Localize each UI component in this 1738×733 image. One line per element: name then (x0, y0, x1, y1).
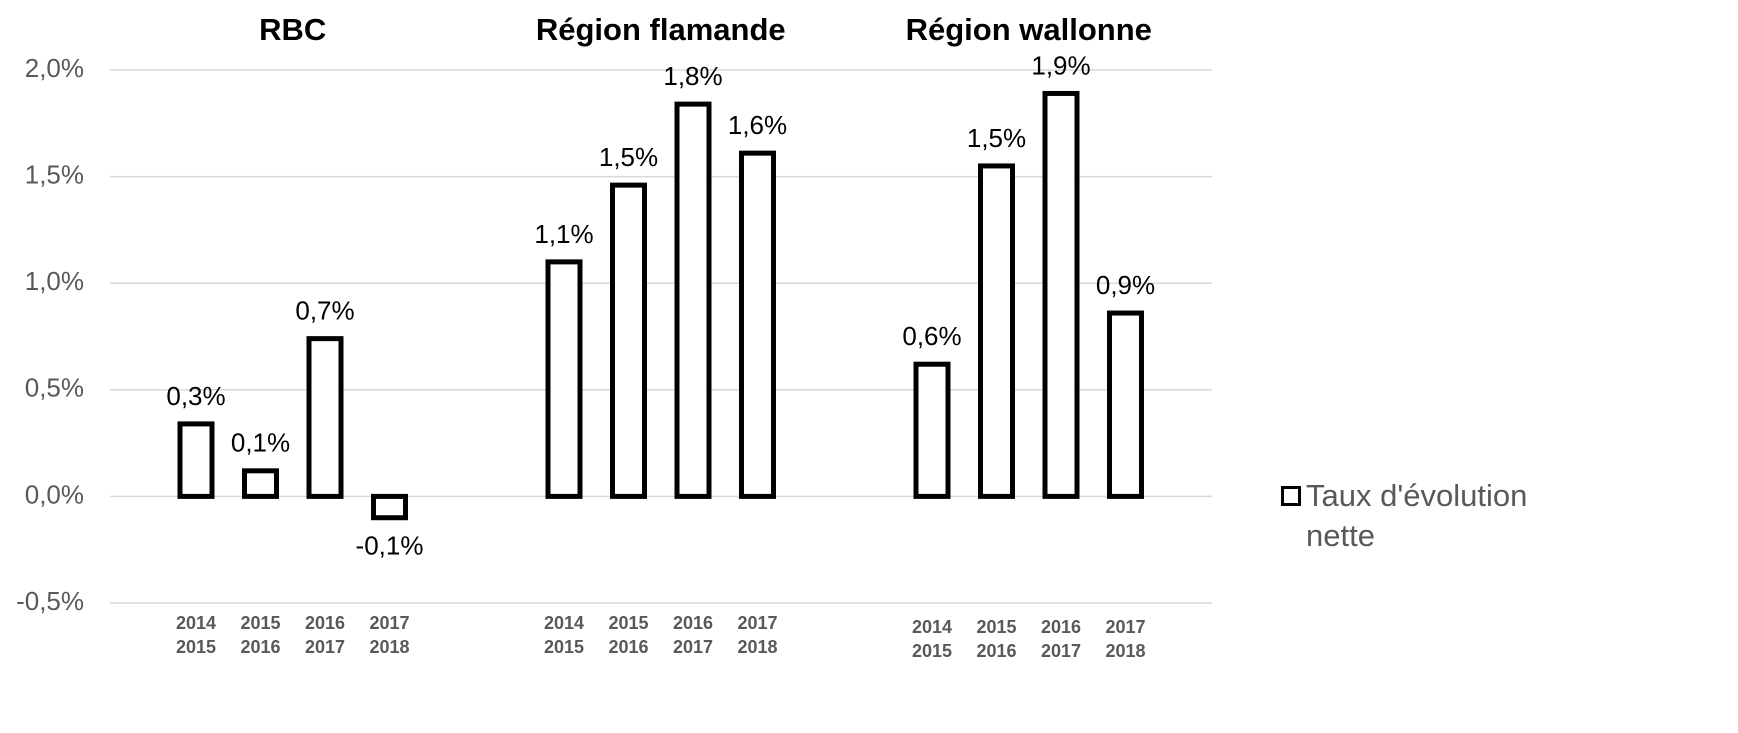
x-tick-label: 2017 (673, 637, 713, 657)
value-label: 1,1% (534, 219, 593, 249)
y-tick-label: -0,5% (16, 586, 84, 616)
x-tick-label: 2018 (369, 637, 409, 657)
x-tick-label: 2016 (305, 613, 345, 633)
x-tick-label: 2015 (976, 617, 1016, 637)
value-label: 0,1% (231, 428, 290, 458)
x-tick-label: 2017 (1041, 641, 1081, 661)
group-title: Région wallonne (906, 12, 1152, 47)
y-tick-label: 0,5% (25, 373, 84, 403)
x-tick-label: 2015 (240, 613, 280, 633)
x-tick-label: 2016 (976, 641, 1016, 661)
x-tick-label: 2015 (912, 641, 952, 661)
y-tick-label: 0,0% (25, 479, 84, 509)
value-label: 0,6% (902, 321, 961, 351)
x-tick-label: 2016 (673, 613, 713, 633)
bar (177, 421, 215, 499)
value-label: 1,9% (1031, 50, 1090, 80)
x-tick-label: 2014 (912, 617, 952, 637)
bar (242, 468, 279, 499)
group-title: RBC (259, 12, 326, 47)
bar (371, 493, 408, 521)
x-tick-label: 2018 (1105, 641, 1145, 661)
value-label: 1,8% (663, 61, 722, 91)
group-title: Région flamande (536, 12, 786, 47)
x-tick-label: 2017 (305, 637, 345, 657)
x-tick-label: 2017 (737, 613, 777, 633)
bar (1042, 90, 1080, 499)
bar (674, 101, 712, 499)
x-tick-label: 2017 (1105, 617, 1145, 637)
x-tick-label: 2014 (176, 613, 216, 633)
y-tick-label: 1,0% (25, 266, 84, 296)
bar (545, 259, 583, 499)
bar (978, 163, 1015, 499)
x-tick-label: 2016 (1041, 617, 1081, 637)
legend-label: Taux d'évolution nette (1306, 478, 1528, 553)
x-tick-label: 2015 (608, 613, 648, 633)
value-label: 1,5% (967, 123, 1026, 153)
x-tick-label: 2016 (608, 637, 648, 657)
bar (306, 336, 344, 499)
legend-key (1281, 486, 1301, 506)
value-label: 0,3% (166, 381, 225, 411)
x-tick-label: 2014 (544, 613, 584, 633)
x-tick-label: 2017 (369, 613, 409, 633)
value-label: 1,5% (599, 142, 658, 172)
y-tick-label: 2,0% (25, 53, 84, 83)
value-label: -0,1% (356, 531, 424, 561)
bar (610, 182, 647, 499)
bar (739, 150, 776, 499)
bar (1107, 310, 1144, 499)
bar (913, 361, 951, 499)
x-tick-label: 2015 (176, 637, 216, 657)
x-tick-label: 2015 (544, 637, 584, 657)
value-label: 1,6% (728, 110, 787, 140)
x-tick-label: 2018 (737, 637, 777, 657)
x-tick-label: 2016 (240, 637, 280, 657)
value-label: 0,9% (1096, 270, 1155, 300)
value-label: 0,7% (295, 296, 354, 326)
y-tick-label: 1,5% (25, 159, 84, 189)
